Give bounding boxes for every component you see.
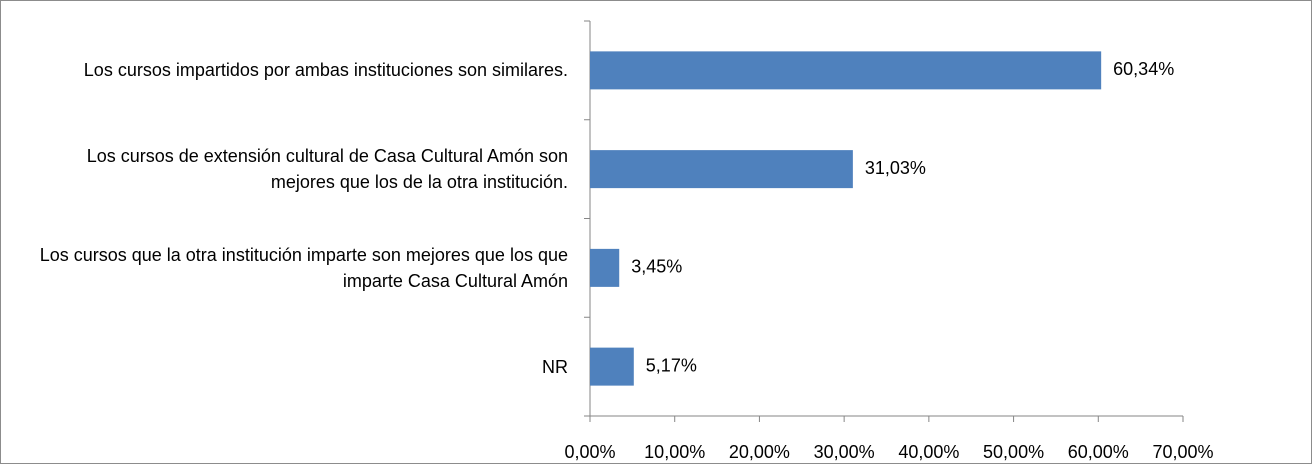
x-tick-label: 30,00% (814, 442, 875, 462)
bar (590, 248, 620, 287)
x-tick-label: 40,00% (898, 442, 959, 462)
category-label: Los cursos que la otra institución impar… (39, 244, 568, 291)
value-label: 5,17% (646, 355, 697, 375)
x-tick-label: 20,00% (729, 442, 790, 462)
bar (590, 150, 853, 189)
x-tick-label: 10,00% (644, 442, 705, 462)
value-label: 31,03% (865, 158, 926, 178)
value-label: 3,45% (631, 257, 682, 277)
category-label: NR (542, 356, 568, 377)
bar (590, 347, 634, 386)
x-tick-label: 70,00% (1152, 442, 1213, 462)
x-tick-label: 50,00% (983, 442, 1044, 462)
x-tick-label: 0,00% (564, 442, 615, 462)
category-label: Los cursos impartidos por ambas instituc… (83, 60, 568, 81)
category-label: Los cursos de extensión cultural de Casa… (86, 146, 568, 193)
bar (590, 51, 1102, 90)
x-tick-label: 60,00% (1068, 442, 1129, 462)
value-label: 60,34% (1113, 59, 1174, 79)
